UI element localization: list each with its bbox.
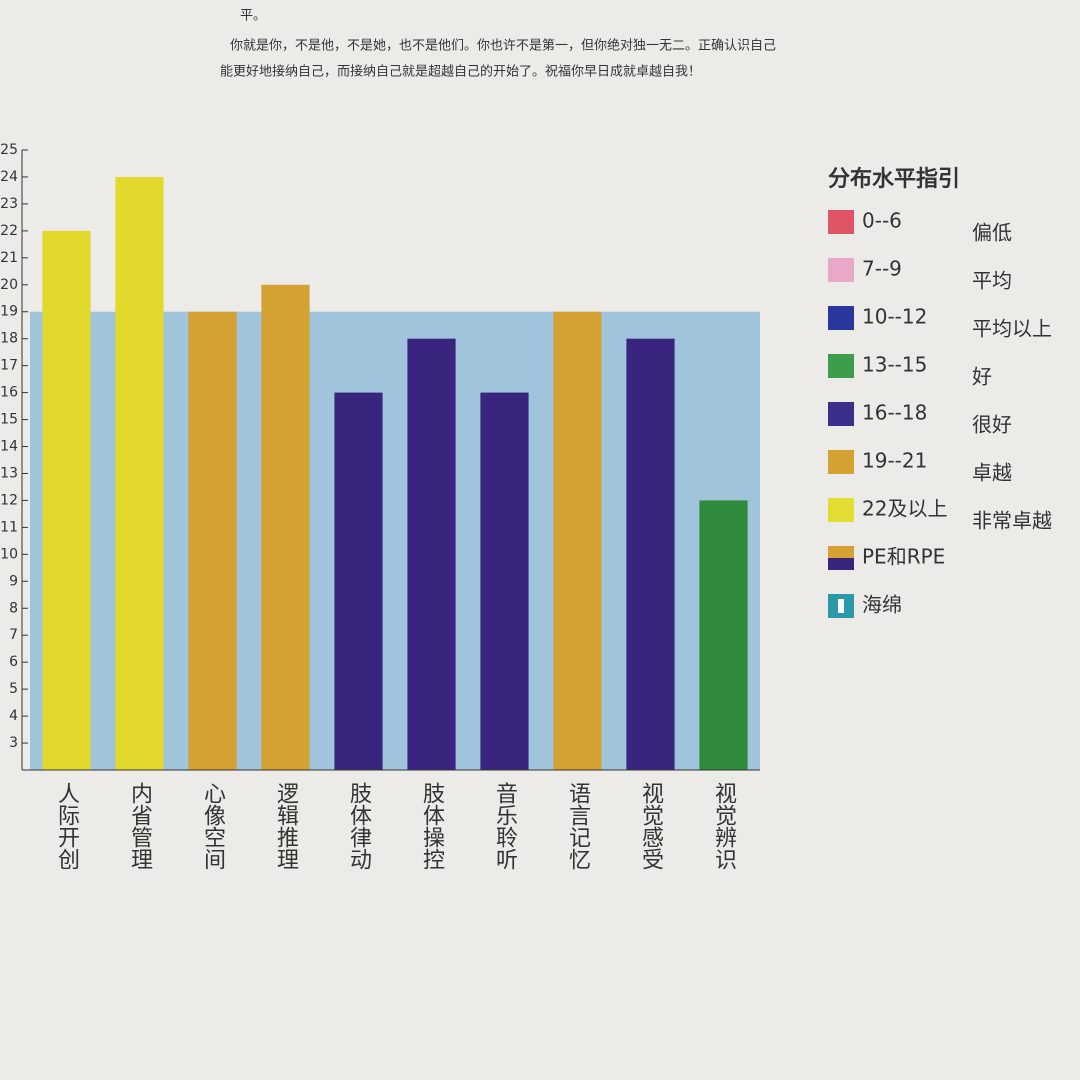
legend-label: 16--18 [862,401,927,425]
y-tick-label: 9 [9,573,18,589]
y-tick-label: 10 [0,546,18,562]
legend-swatch-slot [838,599,844,613]
y-tick-label: 4 [9,708,18,724]
y-tick-label: 3 [9,735,18,751]
x-tick-label: 心像空间 [200,782,226,870]
y-tick-label: 22 [0,223,18,239]
y-tick-label: 11 [0,519,18,535]
bar [626,338,675,770]
y-tick-label: 24 [0,169,18,185]
x-tick-label: 肢体律动 [346,782,372,870]
y-tick-label: 8 [9,600,18,616]
y-tick-label: 18 [0,331,18,347]
legend-title: 分布水平指引 [828,166,960,192]
legend-swatch [828,306,854,330]
legend-swatch [828,450,854,474]
y-tick-label: 17 [0,358,18,374]
bar [188,311,237,770]
bar [115,176,164,770]
x-tick-label: 人际开创 [54,782,80,870]
legend-level: 很好 [972,413,1012,437]
bar [42,230,91,770]
y-tick-label: 14 [0,439,18,455]
x-tick-label: 肢体操控 [419,782,445,870]
legend-label: 0--6 [862,209,902,233]
legend-level: 偏低 [972,221,1012,245]
legend-level: 平均 [972,269,1012,293]
legend-swatch [828,354,854,378]
y-tick-label: 5 [9,681,18,697]
y-tick-label: 7 [9,627,18,643]
y-tick-label: 15 [0,412,18,428]
legend-label: 海绵 [862,593,902,617]
bar [261,284,310,770]
y-tick-label: 25 [0,142,18,158]
bar [407,338,456,770]
y-tick-label: 20 [0,277,18,293]
x-tick-label: 内省管理 [127,782,153,870]
legend-label: 22及以上 [862,497,947,521]
legend-label: 7--9 [862,257,902,281]
y-tick-label: 16 [0,385,18,401]
legend-level: 卓越 [972,461,1012,485]
text-line: 能更好地接纳自己，而接纳自己就是超越自己的开始了。祝福你早日成就卓越自我！ [220,64,701,80]
y-tick-label: 6 [9,654,18,670]
x-tick-label: 逻辑推理 [273,782,299,870]
bar [480,392,529,770]
bar [699,500,748,770]
legend-swatch [828,546,854,558]
text-line: 平。 [240,9,266,24]
legend-swatch [828,402,854,426]
y-tick-label: 13 [0,465,18,481]
legend-swatch [828,558,854,570]
x-tick-label: 语言记忆 [565,782,591,870]
y-tick-label: 21 [0,250,18,266]
bar [334,392,383,770]
y-tick-label: 12 [0,492,18,508]
legend-label: 10--12 [862,305,927,329]
x-tick-label: 音乐聆听 [492,782,518,870]
legend-swatch [828,210,854,234]
legend-label: PE和RPE [862,545,945,569]
x-tick-label: 视觉感受 [638,782,664,870]
y-tick-label: 19 [0,304,18,320]
x-tick-label: 视觉辨识 [711,782,737,870]
legend-level: 非常卓越 [972,509,1052,533]
legend-swatch [828,498,854,522]
legend-label: 13--15 [862,353,927,377]
y-tick-label: 23 [0,196,18,212]
legend-swatch [828,258,854,282]
legend-label: 19--21 [862,449,927,473]
legend-level: 平均以上 [972,317,1052,341]
legend-level: 好 [972,365,992,389]
text-line: 你就是你，不是他，不是她，也不是他们。你也许不是第一，但你绝对独一无二。正确认识… [230,38,776,54]
bar [553,311,602,770]
